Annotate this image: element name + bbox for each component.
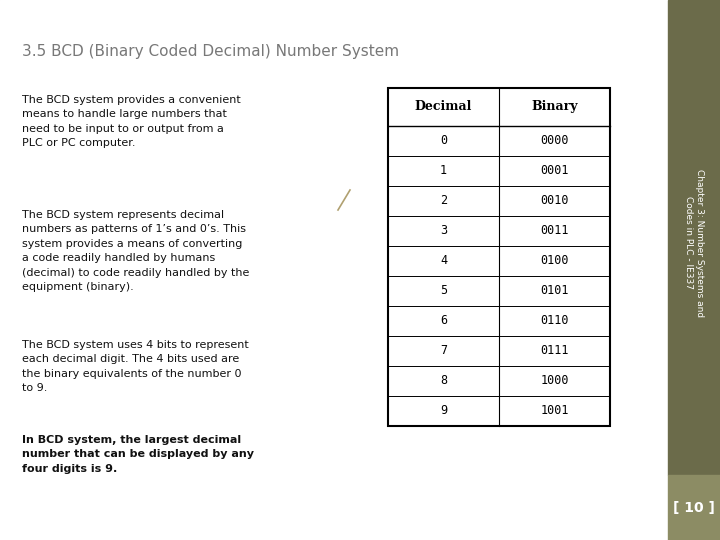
Bar xyxy=(388,88,610,426)
Text: 7: 7 xyxy=(440,345,447,357)
Text: 0100: 0100 xyxy=(540,254,569,267)
Text: 1000: 1000 xyxy=(540,374,569,388)
Text: 0000: 0000 xyxy=(540,134,569,147)
Bar xyxy=(668,475,720,540)
Text: The BCD system represents decimal
numbers as patterns of 1’s and 0’s. This
syste: The BCD system represents decimal number… xyxy=(22,210,249,292)
Text: Binary: Binary xyxy=(531,100,577,113)
Text: 3: 3 xyxy=(440,225,447,238)
Text: 1001: 1001 xyxy=(540,404,569,417)
Text: 0010: 0010 xyxy=(540,194,569,207)
Text: 2: 2 xyxy=(440,194,447,207)
Text: 0: 0 xyxy=(440,134,447,147)
Text: 1: 1 xyxy=(440,164,447,177)
Text: 0101: 0101 xyxy=(540,285,569,298)
Text: 0011: 0011 xyxy=(540,225,569,238)
Text: 3.5 BCD (Binary Coded Decimal) Number System: 3.5 BCD (Binary Coded Decimal) Number Sy… xyxy=(22,44,399,59)
Text: 0001: 0001 xyxy=(540,164,569,177)
Text: The BCD system uses 4 bits to represent
each decimal digit. The 4 bits used are
: The BCD system uses 4 bits to represent … xyxy=(22,340,248,393)
Bar xyxy=(388,88,610,426)
Text: 9: 9 xyxy=(440,404,447,417)
Text: 0110: 0110 xyxy=(540,314,569,327)
Text: Chapter 3: Number Systems and
Codes in PLC - IE337: Chapter 3: Number Systems and Codes in P… xyxy=(684,169,703,317)
Bar xyxy=(668,0,720,475)
Text: 6: 6 xyxy=(440,314,447,327)
Text: 8: 8 xyxy=(440,374,447,388)
Text: 4: 4 xyxy=(440,254,447,267)
Text: The BCD system provides a convenient
means to handle large numbers that
need to : The BCD system provides a convenient mea… xyxy=(22,95,240,148)
Text: [ 10 ]: [ 10 ] xyxy=(673,501,715,515)
Text: Decimal: Decimal xyxy=(415,100,472,113)
Text: In BCD system, the largest decimal
number that can be displayed by any
four digi: In BCD system, the largest decimal numbe… xyxy=(22,435,254,474)
Text: 5: 5 xyxy=(440,285,447,298)
Text: 0111: 0111 xyxy=(540,345,569,357)
